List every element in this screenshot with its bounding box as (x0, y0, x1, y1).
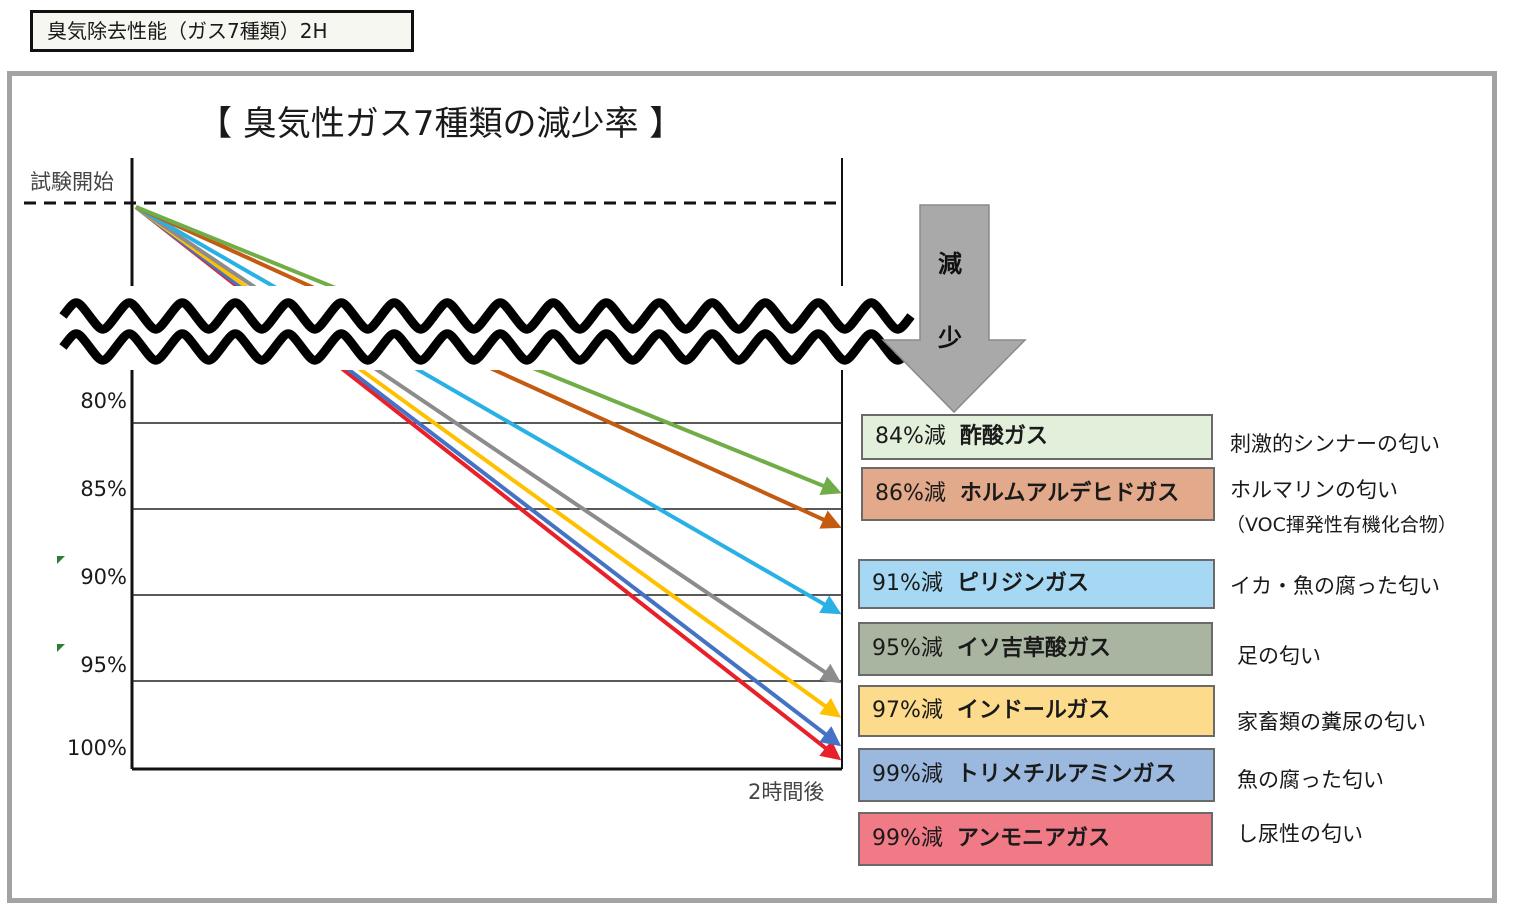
chart-title: 【 臭気性ガス7種類の減少率 】 (198, 104, 684, 144)
tick-marker (57, 644, 65, 652)
odor-description: し尿性の匂い (1237, 822, 1363, 846)
y-tick-label: 90% (80, 565, 127, 589)
odor-description: ホルマリンの匂い (1230, 478, 1398, 502)
odor-description: 刺激的シンナーの匂い (1230, 432, 1440, 456)
odor-description: イカ・魚の腐った匂い (1230, 574, 1440, 598)
series-line (134, 205, 842, 684)
y-tick-label: 80% (80, 389, 127, 413)
start-label: 試験開始 (30, 170, 114, 194)
legend-gas-name: インドールガス (956, 698, 1111, 723)
legend-entry: 99%減 トリメチルアミンガス (858, 748, 1215, 802)
legend-entry: 91%減 ピリジンガス (858, 559, 1215, 609)
break-wave (59, 298, 915, 334)
series-line (135, 205, 842, 615)
legend-gas-name: アンモニアガス (956, 826, 1111, 851)
legend-reduction: 86%減 (875, 481, 946, 506)
legend-entry: 99%減 アンモニアガス (858, 812, 1213, 866)
legend-reduction: 99%減 (872, 826, 943, 851)
legend-gas-name: ホルムアルデヒドガス (959, 481, 1180, 506)
legend-gas-name: イソ吉草酸ガス (956, 636, 1111, 661)
y-tick-label: 85% (80, 477, 127, 501)
decrease-arrow (881, 204, 1027, 414)
legend-reduction: 97%減 (872, 698, 943, 723)
odor-description: 家畜類の糞尿の匂い (1237, 710, 1426, 734)
chart-frame (7, 71, 1497, 903)
tick-marker (57, 556, 65, 564)
legend-entry: 97%減 インドールガス (858, 685, 1215, 737)
legend-gas-name: 酢酸ガス (959, 424, 1048, 449)
legend-gas-name: ピリジンガス (956, 571, 1089, 596)
legend-reduction: 84%減 (875, 424, 946, 449)
y-tick-label: 95% (80, 653, 127, 677)
legend-reduction: 95%減 (872, 636, 943, 661)
y-tick-label: 100% (66, 736, 127, 760)
legend-reduction: 91%減 (872, 571, 943, 596)
decrease-arrow-text: 少 (938, 324, 962, 352)
legend-reduction: 99%減 (872, 762, 943, 787)
odor-description-note: （VOC揮発性有機化合物） (1226, 514, 1457, 536)
page-heading: 臭気除去性能（ガス7種類）2H (30, 10, 414, 52)
series-line (134, 205, 842, 718)
legend-gas-name: トリメチルアミンガス (956, 762, 1177, 787)
legend-entry: 86%減 ホルムアルデヒドガス (861, 467, 1215, 521)
legend-entry: 95%減 イソ吉草酸ガス (858, 622, 1213, 676)
decrease-arrow-text: 減 (938, 250, 962, 278)
odor-description: 魚の腐った匂い (1237, 768, 1384, 792)
x-axis-label: 2時間後 (748, 780, 825, 804)
legend-entry: 84%減 酢酸ガス (861, 414, 1213, 460)
break-wave (59, 329, 915, 365)
odor-description: 足の匂い (1237, 644, 1321, 668)
